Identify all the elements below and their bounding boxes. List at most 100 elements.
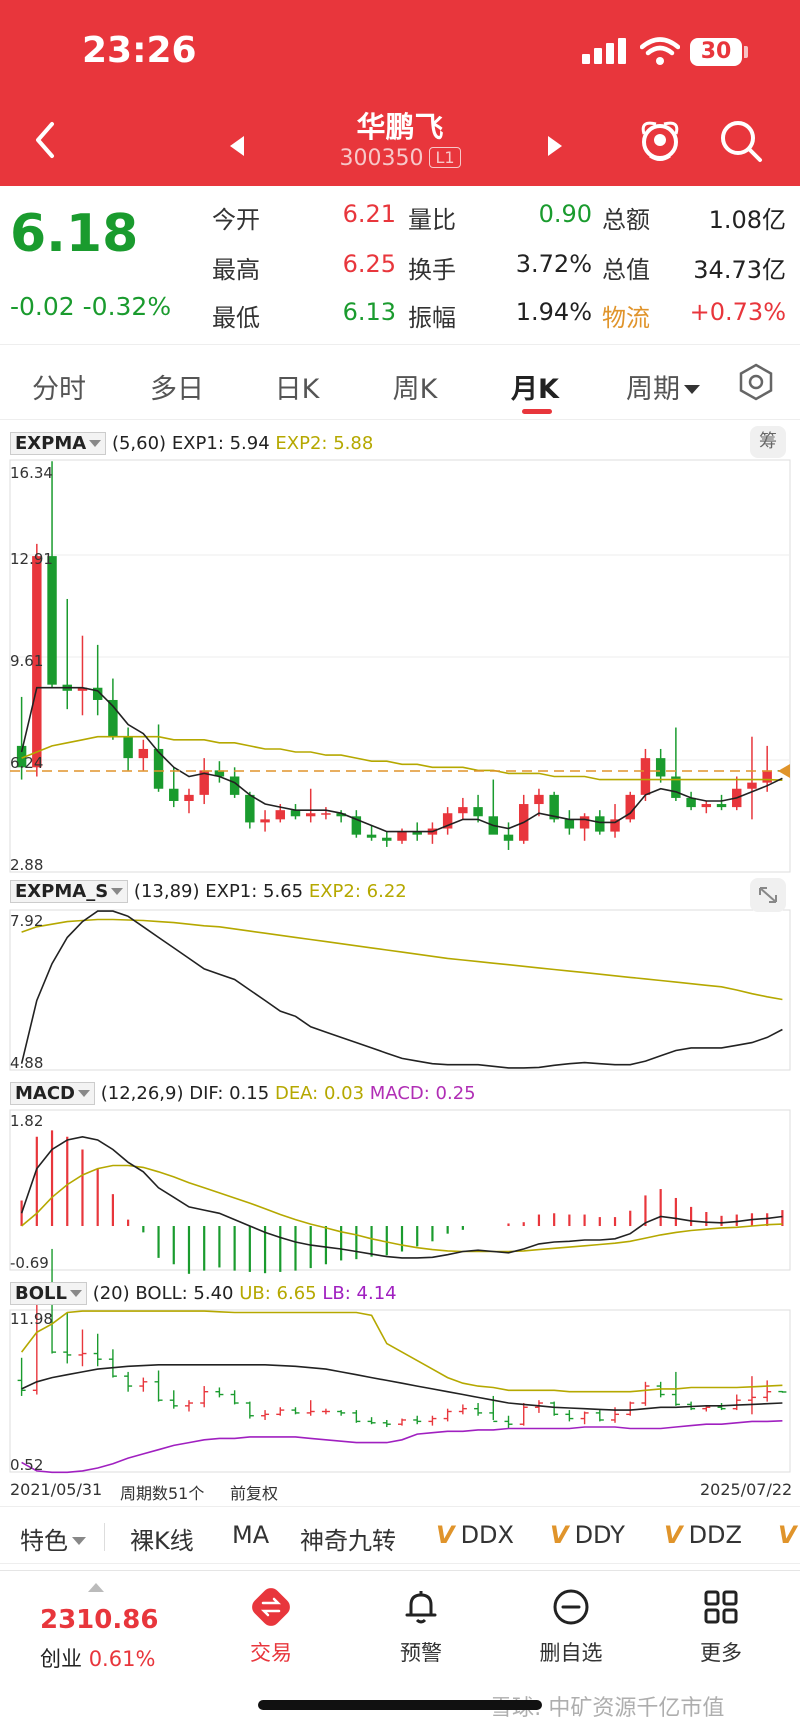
mascot-icon[interactable]	[636, 116, 684, 164]
indicator-toolstrip: 特色 裸K线 MA 神奇九转 V DDX V DDY V DDZ V	[0, 1506, 800, 1564]
axis-main-min: 2.88	[10, 856, 44, 874]
expma-s-selector[interactable]: EXPMA_S	[10, 880, 129, 903]
expma-s-exp2-line	[21, 918, 783, 1001]
expma-selector[interactable]: EXPMA	[10, 432, 107, 455]
candle-body	[153, 748, 164, 789]
nav-more[interactable]: 更多	[666, 1587, 776, 1667]
stat-label-open: 今开	[212, 206, 260, 234]
nav-alert[interactable]: 预警	[366, 1587, 476, 1667]
index-name-row: 创业 0.61%	[40, 1643, 155, 1673]
price-change-row: -0.02 -0.32%	[10, 292, 171, 321]
macd-selector[interactable]: MACD	[10, 1082, 95, 1105]
stat-value-market-cap: 34.73亿	[693, 256, 786, 284]
last-price-marker	[778, 763, 790, 778]
back-icon[interactable]	[28, 118, 62, 162]
candle-body	[47, 556, 57, 685]
vip-v-icon: V	[664, 1521, 683, 1549]
tool-ddz[interactable]: V DDZ	[664, 1521, 742, 1549]
candle-body	[701, 804, 712, 808]
candle-body	[564, 819, 575, 829]
tool-more-v[interactable]: V	[778, 1521, 800, 1549]
boll-selector[interactable]: BOLL	[10, 1282, 87, 1305]
tool-features-label: 特色	[20, 1527, 68, 1555]
chevron-up-icon[interactable]	[88, 1583, 104, 1592]
tab-daily-k[interactable]: 日K	[274, 374, 320, 405]
macd-dif: DIF: 0.15	[189, 1083, 270, 1104]
axis-macd-max: 1.82	[10, 1112, 44, 1130]
stat-value-turnover-rate: 3.72%	[515, 250, 592, 278]
nav-remove-watchlist[interactable]: 删自选	[516, 1587, 626, 1667]
next-stock-icon[interactable]	[548, 136, 562, 156]
tool-ddy[interactable]: V DDY	[550, 1521, 625, 1549]
expma-s-name: EXPMA_S	[15, 881, 109, 902]
chevron-down-icon	[89, 440, 102, 447]
candle-body	[275, 810, 285, 820]
stat-value-low: 6.13	[342, 298, 396, 326]
stat-label-sector[interactable]: 物流	[602, 304, 650, 332]
stat-label-market-cap: 总值	[602, 256, 650, 284]
tab-period-dropdown[interactable]: 周期	[598, 367, 728, 406]
stock-code: 300350	[339, 146, 424, 171]
candle-body	[305, 813, 316, 817]
tab-weekly-k[interactable]: 周K	[392, 374, 438, 405]
quote-panel: 6.18 -0.02 -0.32% 今开 6.21 量比 0.90 总额 1.0…	[0, 186, 800, 344]
battery-icon: 30	[690, 38, 742, 66]
chip-distribution-button[interactable]: 筹	[750, 426, 786, 458]
tool-features[interactable]: 特色	[20, 1521, 86, 1556]
candle-body	[321, 813, 331, 815]
tab-multi-day[interactable]: 多日	[150, 374, 204, 405]
candle-body	[245, 794, 255, 823]
candle-body	[671, 776, 681, 798]
chevron-down-icon	[69, 1290, 82, 1297]
expma-name: EXPMA	[15, 433, 87, 454]
tool-ddz-label: DDZ	[688, 1521, 742, 1549]
tab-intraday[interactable]: 分时	[32, 374, 86, 405]
candle-body	[397, 831, 407, 841]
adjust-mode[interactable]: 前复权	[230, 1484, 279, 1503]
expma-s-legend: EXPMA_S (13,89) EXP1: 5.65 EXP2: 6.22	[10, 880, 407, 903]
home-indicator[interactable]	[258, 1700, 542, 1710]
candle-body	[199, 770, 209, 795]
axis-main-l3: 9.61	[10, 652, 44, 670]
candle-body	[382, 837, 392, 841]
candle-body	[169, 788, 179, 801]
macd-dif-line	[20, 1135, 783, 1259]
candle-body	[260, 819, 270, 823]
candle-body	[214, 770, 225, 777]
expma-s-params: (13,89)	[133, 881, 200, 902]
search-icon[interactable]	[718, 118, 764, 164]
expand-icon[interactable]	[750, 878, 786, 912]
candle-body	[549, 794, 559, 820]
nav-trade[interactable]: 交易	[216, 1587, 326, 1667]
tool-ma[interactable]: MA	[232, 1521, 270, 1549]
tool-ddx[interactable]: V DDX	[436, 1521, 514, 1549]
tool-magic-nine[interactable]: 神奇九转	[300, 1527, 396, 1555]
stat-value-turnover-amount: 1.08亿	[708, 206, 786, 234]
boll-panel-frame	[9, 1309, 791, 1473]
axis-expma-s-max: 7.92	[10, 912, 44, 930]
nav-trade-label: 交易	[250, 1641, 292, 1665]
candle-body	[732, 788, 742, 808]
period-count: 周期数51个	[120, 1484, 205, 1503]
candle-body	[655, 758, 666, 777]
boll-mid-line	[21, 1364, 783, 1411]
expma-exp2: EXP2: 5.88	[275, 433, 374, 454]
trade-icon	[252, 1588, 290, 1626]
index-value[interactable]: 2310.86	[40, 1605, 159, 1635]
candle-body	[77, 687, 88, 691]
candle-body	[777, 770, 788, 772]
macd-value: MACD: 0.25	[369, 1083, 476, 1104]
wifi-icon	[640, 37, 680, 65]
tab-monthly-k[interactable]: 月K	[511, 374, 559, 405]
candle-body	[412, 831, 422, 835]
boll-legend: BOLL (20) BOLL: 5.40 UB: 6.65 LB: 4.14	[10, 1282, 397, 1305]
tool-naked-k[interactable]: 裸K线	[130, 1527, 194, 1555]
boll-ub: UB: 6.65	[239, 1283, 317, 1304]
prev-stock-icon[interactable]	[230, 136, 244, 156]
stat-value-sector: +0.73%	[689, 298, 786, 326]
macd-params: (12,26,9)	[100, 1083, 184, 1104]
settings-icon[interactable]	[736, 362, 776, 402]
chevron-down-icon	[684, 385, 700, 394]
last-price: 6.18	[10, 204, 139, 264]
